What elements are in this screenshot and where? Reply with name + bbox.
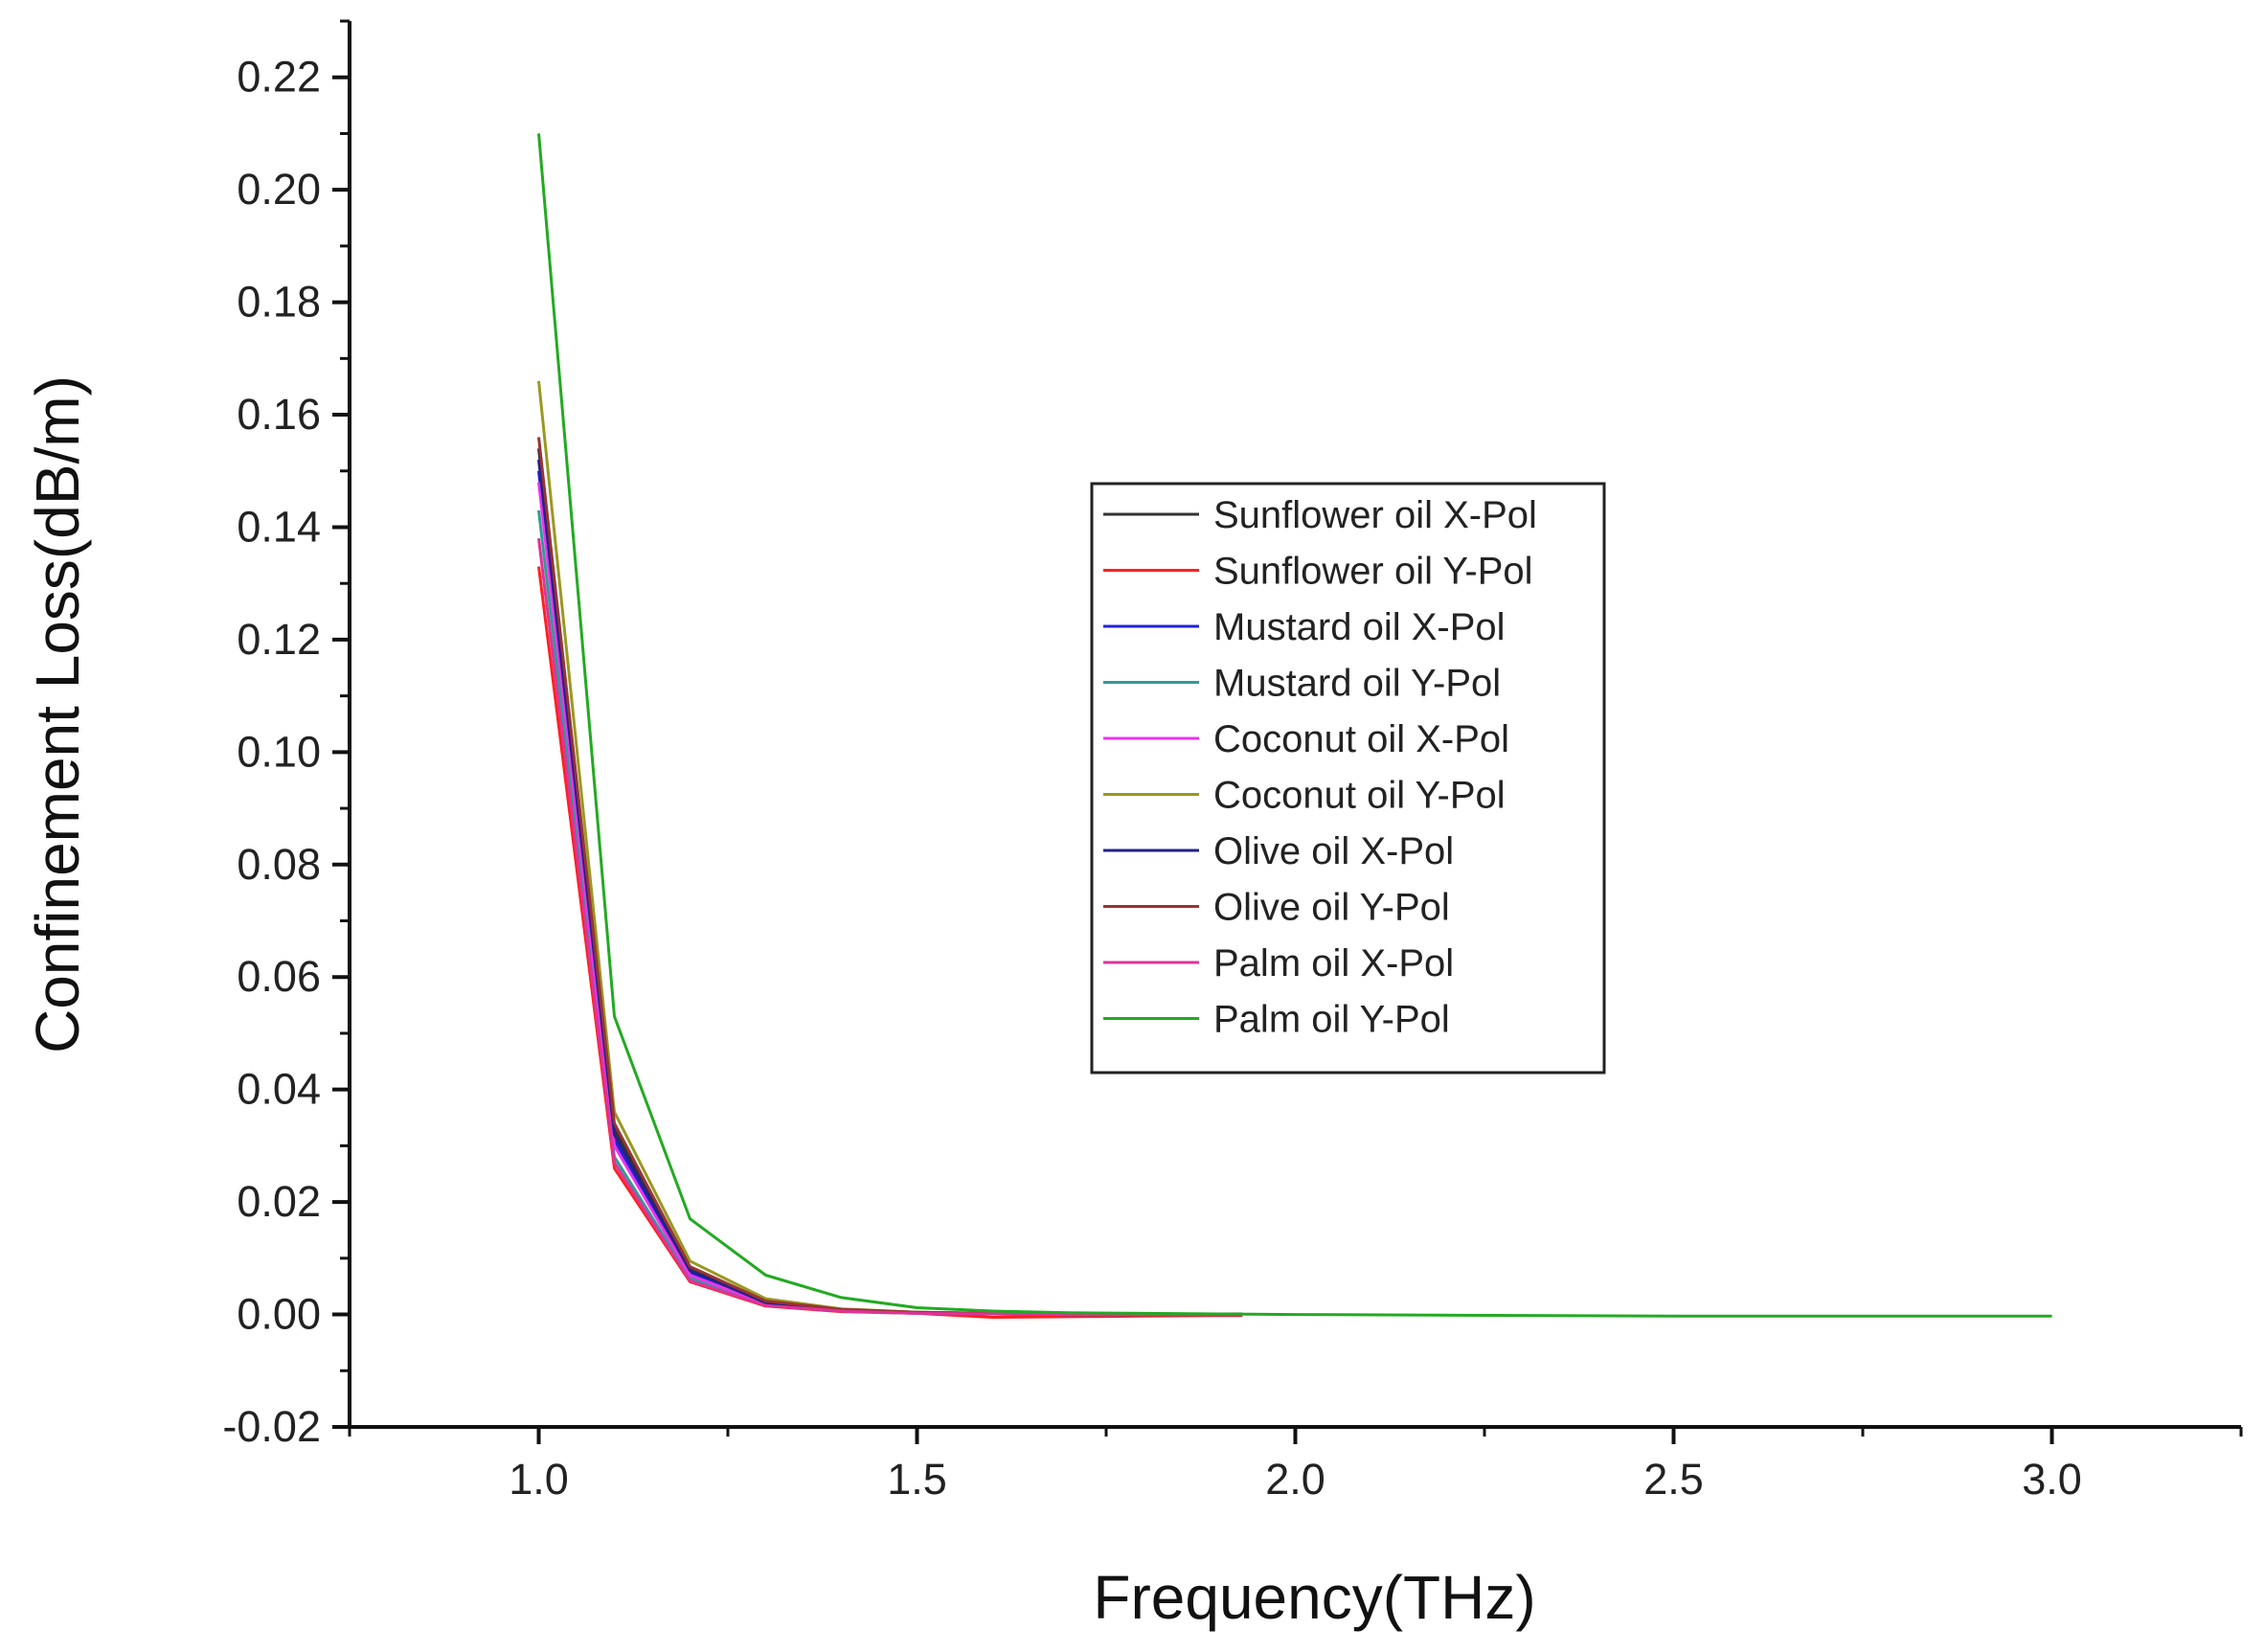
y-tick-label: 0.12 — [237, 615, 321, 664]
legend-label: Sunflower oil X-Pol — [1213, 494, 1537, 536]
x-axis-title: Frequency(THz) — [1093, 1563, 1535, 1632]
legend-label: Olive oil Y-Pol — [1213, 887, 1450, 929]
axes: -0.02 0.00 0.02 0.04 0.06 0.08 0.10 0.12 0.14 0.1… — [222, 19, 2243, 1504]
legend-label: Mustard oil Y-Pol — [1213, 663, 1501, 705]
legend-label: Palm oil Y-Pol — [1213, 999, 1450, 1041]
legend-label: Coconut oil Y-Pol — [1213, 775, 1506, 817]
legend-label: Sunflower oil Y-Pol — [1213, 551, 1533, 593]
y-tick-label: 0.16 — [237, 390, 321, 439]
y-axis-title: Confinement Loss(dB/m) — [23, 375, 92, 1053]
x-tick-label: 1.5 — [887, 1455, 947, 1504]
y-tick-label: 0.20 — [237, 165, 321, 214]
legend-label: Coconut oil X-Pol — [1213, 718, 1509, 760]
x-tick-label: 3.0 — [2022, 1455, 2082, 1504]
y-tick-label: 0.04 — [237, 1065, 321, 1114]
y-tick-label: 0.06 — [237, 952, 321, 1001]
y-tick-label: 0.10 — [237, 727, 321, 776]
y-tick-label: 0.14 — [237, 502, 321, 551]
legend-label: Palm oil X-Pol — [1213, 942, 1454, 984]
legend: Sunflower oil X-Pol Sunflower oil Y-Pol Mu… — [1090, 482, 1606, 1075]
x-tick-label: 1.0 — [509, 1455, 569, 1504]
x-tick-label: 2.0 — [1265, 1455, 1325, 1504]
series-layer — [537, 133, 2052, 1319]
legend-box — [1090, 482, 1606, 1075]
legend-label: Mustard oil X-Pol — [1213, 606, 1506, 648]
y-tick-label: 0.22 — [237, 53, 321, 102]
y-tick-label: 0.18 — [237, 278, 321, 327]
y-tick-label: 0.02 — [237, 1177, 321, 1226]
legend-label: Olive oil X-Pol — [1213, 830, 1454, 872]
y-tick-label: 0.08 — [237, 840, 321, 889]
x-tick-label: 2.5 — [1643, 1455, 1704, 1504]
y-tick-label: -0.02 — [222, 1402, 321, 1451]
series-line-palm-oil-y-pol — [537, 133, 2052, 1318]
y-tick-label: 0.00 — [237, 1290, 321, 1339]
